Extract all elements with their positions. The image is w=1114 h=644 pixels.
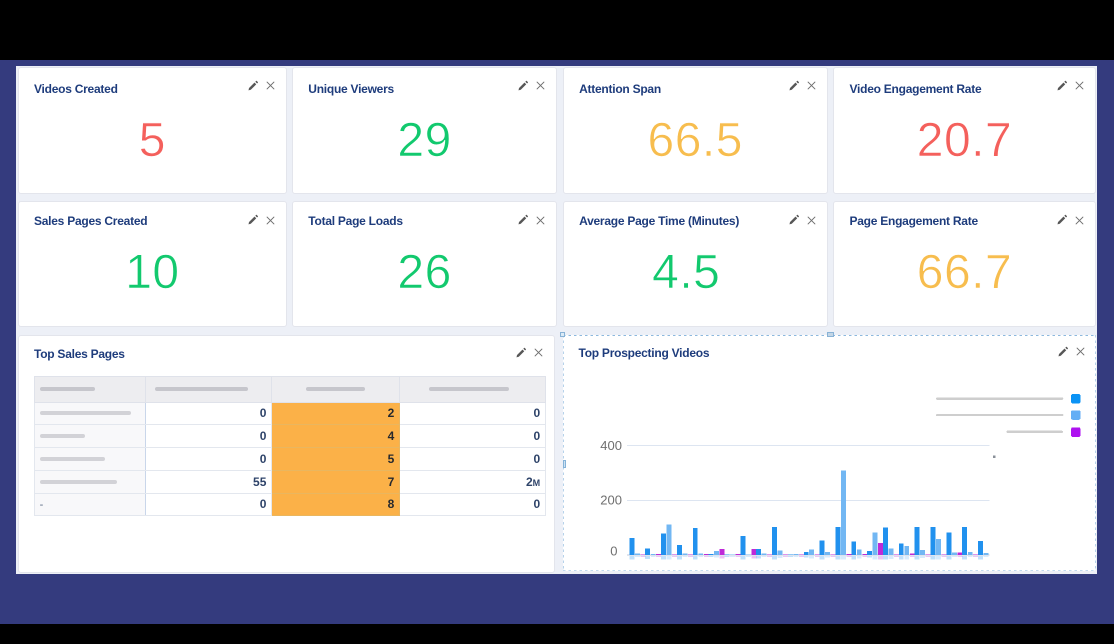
- svg-text:0: 0: [610, 543, 617, 558]
- svg-text:200: 200: [600, 492, 622, 507]
- svg-text:400: 400: [600, 438, 622, 453]
